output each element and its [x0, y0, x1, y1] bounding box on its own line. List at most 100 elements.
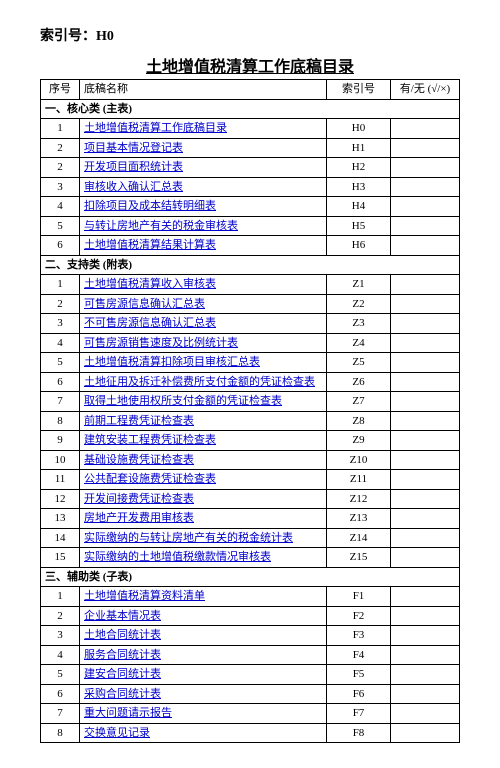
cell-name[interactable]: 前期工程费凭证检查表 — [80, 411, 327, 431]
table-row: 2可售房源信息确认汇总表Z2 — [41, 294, 460, 314]
table-row: 1土地增值税清算收入审核表Z1 — [41, 275, 460, 295]
cell-name[interactable]: 重大问题请示报告 — [80, 704, 327, 724]
cell-idx: Z4 — [327, 333, 391, 353]
cell-idx: Z9 — [327, 431, 391, 451]
cell-idx: Z15 — [327, 548, 391, 568]
cell-num: 12 — [41, 489, 80, 509]
cell-num: 7 — [41, 392, 80, 412]
cell-flag — [391, 177, 460, 197]
cell-num: 10 — [41, 450, 80, 470]
table-row: 8交换意见记录F8 — [41, 723, 460, 743]
cell-name[interactable]: 与转让房地产有关的税金审核表 — [80, 216, 327, 236]
cell-num: 9 — [41, 431, 80, 451]
th-name: 底稿名称 — [80, 80, 327, 100]
cell-num: 8 — [41, 411, 80, 431]
catalog-table: 序号底稿名称索引号有/无 (√/×)一、核心类 (主表)1土地增值税清算工作底稿… — [40, 79, 460, 743]
table-row: 6土地增值税清算结果计算表H6 — [41, 236, 460, 256]
cell-flag — [391, 216, 460, 236]
cell-flag — [391, 723, 460, 743]
table-row: 3审核收入确认汇总表H3 — [41, 177, 460, 197]
cell-flag — [391, 626, 460, 646]
cell-name[interactable]: 审核收入确认汇总表 — [80, 177, 327, 197]
cell-name[interactable]: 建筑安装工程费凭证检查表 — [80, 431, 327, 451]
cell-name[interactable]: 实际缴纳的与转让房地产有关的税金统计表 — [80, 528, 327, 548]
cell-name[interactable]: 建安合同统计表 — [80, 665, 327, 685]
cell-flag — [391, 587, 460, 607]
cell-name[interactable]: 土地征用及拆迁补偿费所支付金额的凭证检查表 — [80, 372, 327, 392]
cell-num: 6 — [41, 684, 80, 704]
page-title: 土地增值税清算工作底稿目录 — [40, 53, 460, 77]
section-header: 一、核心类 (主表) — [41, 99, 460, 119]
cell-num: 1 — [41, 119, 80, 139]
table-row: 11公共配套设施费凭证检查表Z11 — [41, 470, 460, 490]
cell-idx: H5 — [327, 216, 391, 236]
cell-flag — [391, 158, 460, 178]
cell-flag — [391, 704, 460, 724]
cell-num: 13 — [41, 509, 80, 529]
table-row: 4可售房源销售速度及比例统计表Z4 — [41, 333, 460, 353]
cell-name[interactable]: 项目基本情况登记表 — [80, 138, 327, 158]
cell-num: 8 — [41, 723, 80, 743]
cell-idx: Z1 — [327, 275, 391, 295]
cell-name[interactable]: 公共配套设施费凭证检查表 — [80, 470, 327, 490]
cell-num: 4 — [41, 197, 80, 217]
table-row: 6土地征用及拆迁补偿费所支付金额的凭证检查表Z6 — [41, 372, 460, 392]
cell-num: 2 — [41, 294, 80, 314]
cell-name[interactable]: 土地增值税清算扣除项目审核汇总表 — [80, 353, 327, 373]
cell-name[interactable]: 基础设施费凭证检查表 — [80, 450, 327, 470]
cell-idx: Z7 — [327, 392, 391, 412]
cell-name[interactable]: 可售房源销售速度及比例统计表 — [80, 333, 327, 353]
cell-name[interactable]: 采购合同统计表 — [80, 684, 327, 704]
cell-name[interactable]: 企业基本情况表 — [80, 606, 327, 626]
cell-name[interactable]: 土地增值税清算工作底稿目录 — [80, 119, 327, 139]
cell-name[interactable]: 扣除项目及成本结转明细表 — [80, 197, 327, 217]
table-row: 1土地增值税清算工作底稿目录H0 — [41, 119, 460, 139]
cell-name[interactable]: 房地产开发费用审核表 — [80, 509, 327, 529]
cell-num: 1 — [41, 275, 80, 295]
cell-name[interactable]: 取得土地使用权所支付金额的凭证检查表 — [80, 392, 327, 412]
cell-flag — [391, 684, 460, 704]
cell-idx: F8 — [327, 723, 391, 743]
cell-num: 4 — [41, 645, 80, 665]
th-flag: 有/无 (√/×) — [391, 80, 460, 100]
table-row: 3不可售房源信息确认汇总表Z3 — [41, 314, 460, 334]
table-row: 2开发项目面积统计表H2 — [41, 158, 460, 178]
cell-name[interactable]: 土地增值税清算资料清单 — [80, 587, 327, 607]
cell-idx: Z2 — [327, 294, 391, 314]
cell-name[interactable]: 土地增值税清算结果计算表 — [80, 236, 327, 256]
cell-name[interactable]: 土地合同统计表 — [80, 626, 327, 646]
table-row: 14实际缴纳的与转让房地产有关的税金统计表Z14 — [41, 528, 460, 548]
cell-flag — [391, 294, 460, 314]
cell-num: 11 — [41, 470, 80, 490]
cell-name[interactable]: 开发间接费凭证检查表 — [80, 489, 327, 509]
cell-idx: Z11 — [327, 470, 391, 490]
cell-name[interactable]: 交换意见记录 — [80, 723, 327, 743]
cell-idx: H4 — [327, 197, 391, 217]
cell-name[interactable]: 实际缴纳的土地增值税缴款情况审核表 — [80, 548, 327, 568]
cell-flag — [391, 197, 460, 217]
cell-flag — [391, 353, 460, 373]
cell-idx: H2 — [327, 158, 391, 178]
table-row: 12开发间接费凭证检查表Z12 — [41, 489, 460, 509]
table-row: 7取得土地使用权所支付金额的凭证检查表Z7 — [41, 392, 460, 412]
table-row: 15实际缴纳的土地增值税缴款情况审核表Z15 — [41, 548, 460, 568]
cell-name[interactable]: 服务合同统计表 — [80, 645, 327, 665]
cell-flag — [391, 548, 460, 568]
cell-num: 3 — [41, 314, 80, 334]
cell-idx: Z6 — [327, 372, 391, 392]
cell-name[interactable]: 开发项目面积统计表 — [80, 158, 327, 178]
cell-name[interactable]: 土地增值税清算收入审核表 — [80, 275, 327, 295]
th-num: 序号 — [41, 80, 80, 100]
cell-num: 2 — [41, 138, 80, 158]
cell-num: 7 — [41, 704, 80, 724]
cell-name[interactable]: 不可售房源信息确认汇总表 — [80, 314, 327, 334]
table-row: 8前期工程费凭证检查表Z8 — [41, 411, 460, 431]
cell-flag — [391, 645, 460, 665]
cell-flag — [391, 606, 460, 626]
table-row: 9建筑安装工程费凭证检查表Z9 — [41, 431, 460, 451]
cell-idx: Z13 — [327, 509, 391, 529]
cell-flag — [391, 509, 460, 529]
cell-idx: H3 — [327, 177, 391, 197]
cell-name[interactable]: 可售房源信息确认汇总表 — [80, 294, 327, 314]
cell-num: 14 — [41, 528, 80, 548]
